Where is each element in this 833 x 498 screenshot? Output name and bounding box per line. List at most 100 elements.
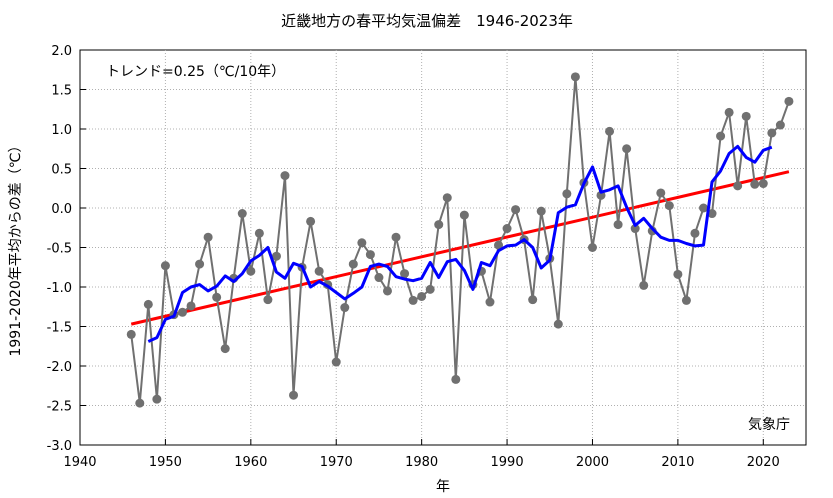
- y-axis-label: 1991-2020年平均からの差（℃）: [8, 138, 24, 356]
- trend-line: [130, 170, 790, 326]
- annual-point: [314, 266, 324, 276]
- trend-label: トレンド=0.25（℃/10年）: [106, 64, 285, 80]
- x-tick-label: 1970: [320, 455, 353, 470]
- annual-point: [408, 295, 418, 305]
- annual-point: [750, 179, 760, 189]
- annual-point: [536, 206, 546, 216]
- x-tick-labels: 1940 1950 1960 1970 1980 1990 2000 2010 2020: [63, 455, 779, 470]
- annual-point: [434, 220, 444, 230]
- annual-point: [160, 261, 170, 271]
- annual-point: [553, 319, 563, 329]
- annual-point: [237, 209, 247, 219]
- y-tick-label: 2.0: [51, 44, 72, 59]
- annual-point: [442, 193, 452, 203]
- x-tick-label: 1960: [234, 455, 267, 470]
- annual-point: [186, 301, 196, 311]
- y-tick-label: -2.0: [47, 360, 72, 375]
- x-tick-label: 2020: [747, 455, 780, 470]
- x-tick-label: 1940: [63, 455, 96, 470]
- annual-point: [246, 266, 256, 276]
- annual-point: [681, 295, 691, 305]
- y-tick-labels: 2.0 1.5 1.0 0.5 0.0 -0.5 -1.0 -1.5 -2.0 -2.5 -3.0: [47, 44, 72, 454]
- x-axis-label: 年: [436, 479, 450, 495]
- annual-point: [143, 299, 153, 309]
- annual-point: [263, 295, 273, 305]
- moving-average-line: [147, 144, 773, 343]
- annual-point: [254, 228, 264, 238]
- y-tick-label: -1.5: [47, 321, 72, 336]
- annual-point: [331, 357, 341, 367]
- annual-point: [562, 189, 572, 199]
- annual-point: [707, 209, 717, 219]
- annual-point: [724, 107, 734, 117]
- annual-point: [758, 179, 768, 189]
- credit-label: 気象庁: [748, 417, 790, 433]
- annual-point: [212, 292, 222, 302]
- annual-point: [177, 307, 187, 317]
- annual-point: [528, 295, 538, 305]
- annual-point: [280, 171, 290, 181]
- y-tick-label: 1.0: [51, 123, 72, 138]
- annual-point: [485, 297, 495, 307]
- annual-point: [664, 201, 674, 211]
- y-tick-label: -1.0: [47, 281, 72, 296]
- annual-point: [340, 303, 350, 313]
- annual-point: [733, 181, 743, 191]
- x-tick-label: 1950: [149, 455, 182, 470]
- annual-point: [126, 329, 136, 339]
- annual-point: [767, 128, 777, 138]
- annual-point: [741, 111, 751, 121]
- annual-point: [357, 238, 367, 248]
- annual-point: [784, 96, 794, 106]
- x-tick-label: 2000: [576, 455, 609, 470]
- annual-point: [203, 232, 213, 242]
- x-tick-label: 2010: [661, 455, 694, 470]
- annual-point: [716, 131, 726, 141]
- annual-point: [699, 203, 709, 213]
- trend-line-group: [130, 170, 790, 326]
- x-tick-label: 1980: [405, 455, 438, 470]
- annual-point: [400, 269, 410, 279]
- annual-point: [570, 72, 580, 82]
- annual-point: [511, 205, 521, 215]
- annual-point: [365, 250, 375, 260]
- annual-point: [289, 390, 299, 400]
- annual-point: [425, 284, 435, 294]
- annual-point: [673, 269, 683, 279]
- annual-point: [502, 224, 512, 234]
- x-tick-label: 1990: [491, 455, 524, 470]
- y-tick-label: 0.0: [51, 202, 72, 217]
- annual-point: [605, 126, 615, 136]
- annual-point: [587, 243, 597, 252]
- annual-point: [417, 291, 427, 301]
- annual-point: [348, 259, 358, 269]
- annual-point: [459, 210, 469, 220]
- annual-point: [374, 273, 384, 283]
- annual-point: [271, 251, 281, 261]
- annual-point: [306, 216, 316, 226]
- annual-point: [656, 188, 666, 198]
- annual-point: [613, 220, 623, 230]
- annual-point: [451, 374, 461, 384]
- annual-point: [494, 240, 504, 250]
- annual-point: [391, 232, 401, 242]
- chart-title: 近畿地方の春平均気温偏差 1946-2023年: [281, 12, 573, 30]
- y-tick-label: -0.5: [47, 242, 72, 257]
- annual-point: [195, 259, 205, 269]
- y-tick-label: -3.0: [47, 439, 72, 454]
- annual-point: [775, 120, 785, 130]
- y-tick-label: 0.5: [51, 163, 72, 178]
- y-tick-label: 1.5: [51, 84, 72, 99]
- moving-average-series: [147, 144, 773, 343]
- annual-point: [639, 280, 649, 290]
- y-tick-label: -2.5: [47, 400, 72, 415]
- annual-point: [135, 398, 145, 408]
- annual-point: [622, 144, 632, 154]
- annual-line: [130, 76, 790, 404]
- annual-point: [690, 228, 700, 238]
- annual-point: [382, 286, 392, 296]
- annual-series: [126, 72, 794, 408]
- annual-point: [630, 224, 640, 234]
- annual-point: [220, 344, 230, 354]
